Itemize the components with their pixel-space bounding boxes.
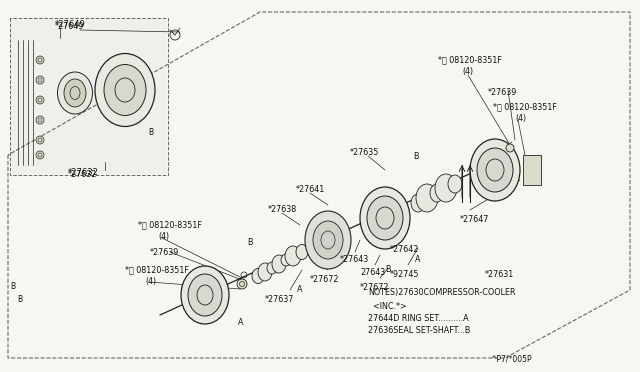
Text: *27649: *27649 <box>55 20 86 29</box>
Ellipse shape <box>258 263 272 281</box>
Text: *Ⓑ 08120-8351F: *Ⓑ 08120-8351F <box>493 102 557 111</box>
Text: (4): (4) <box>462 67 473 76</box>
Ellipse shape <box>435 174 457 202</box>
Text: *27638: *27638 <box>268 205 297 214</box>
Text: *27632: *27632 <box>68 168 99 177</box>
Ellipse shape <box>285 246 301 266</box>
Text: *27649: *27649 <box>55 22 84 31</box>
Ellipse shape <box>296 244 308 260</box>
Text: (4): (4) <box>158 232 169 241</box>
Circle shape <box>36 151 44 159</box>
Text: B: B <box>10 282 15 291</box>
Ellipse shape <box>188 274 222 316</box>
Ellipse shape <box>416 184 438 212</box>
Text: (4): (4) <box>515 114 526 123</box>
Ellipse shape <box>272 255 286 273</box>
Text: B: B <box>17 295 22 304</box>
Text: B: B <box>413 152 419 161</box>
Text: *27639: *27639 <box>488 88 517 97</box>
Text: *27641: *27641 <box>296 185 325 194</box>
Text: A: A <box>297 285 303 294</box>
Circle shape <box>36 56 44 64</box>
FancyBboxPatch shape <box>11 19 167 174</box>
Ellipse shape <box>104 64 146 115</box>
Text: B: B <box>385 265 390 274</box>
Circle shape <box>237 279 247 289</box>
Ellipse shape <box>448 175 462 193</box>
Ellipse shape <box>305 211 351 269</box>
Text: *27672: *27672 <box>310 275 339 284</box>
Ellipse shape <box>281 254 291 266</box>
Ellipse shape <box>360 187 410 249</box>
Circle shape <box>506 144 514 152</box>
Circle shape <box>36 136 44 144</box>
Text: *27632: *27632 <box>68 170 97 179</box>
Text: *Ⓑ 08120-8351F: *Ⓑ 08120-8351F <box>438 55 502 64</box>
Text: *27631: *27631 <box>485 270 515 279</box>
Circle shape <box>36 116 44 124</box>
Text: B: B <box>148 128 153 137</box>
Text: *Ⓑ 08120-8351F: *Ⓑ 08120-8351F <box>125 265 189 274</box>
Text: 27643: 27643 <box>360 268 385 277</box>
Text: *Ⓑ 08120-8351F: *Ⓑ 08120-8351F <box>138 220 202 229</box>
Text: A: A <box>415 255 420 264</box>
Text: NOTES)27630COMPRESSOR-COOLER: NOTES)27630COMPRESSOR-COOLER <box>368 288 515 297</box>
Ellipse shape <box>58 72 93 114</box>
Text: *27642: *27642 <box>390 245 419 254</box>
Text: *27637: *27637 <box>265 295 294 304</box>
Text: B: B <box>247 238 253 247</box>
Text: *27647: *27647 <box>460 215 490 224</box>
Circle shape <box>36 96 44 104</box>
Text: *27672: *27672 <box>360 283 390 292</box>
Text: 27636SEAL SET-SHAFT...B: 27636SEAL SET-SHAFT...B <box>368 326 470 335</box>
Ellipse shape <box>252 269 264 283</box>
Ellipse shape <box>411 194 425 212</box>
Text: *92745: *92745 <box>390 270 419 279</box>
Ellipse shape <box>470 139 520 201</box>
Text: 27644D RING SET..........A: 27644D RING SET..........A <box>368 314 468 323</box>
Ellipse shape <box>181 266 229 324</box>
Ellipse shape <box>267 262 277 274</box>
Text: *27639: *27639 <box>150 248 179 257</box>
Text: (4): (4) <box>145 277 156 286</box>
Ellipse shape <box>95 54 155 126</box>
Text: *27643: *27643 <box>340 255 369 264</box>
Text: A: A <box>238 318 243 327</box>
Circle shape <box>36 76 44 84</box>
Ellipse shape <box>477 148 513 192</box>
Ellipse shape <box>313 221 343 259</box>
Ellipse shape <box>64 79 86 107</box>
Text: ^P7/*005P: ^P7/*005P <box>490 355 532 364</box>
Ellipse shape <box>367 196 403 240</box>
Ellipse shape <box>430 184 444 202</box>
Text: <INC.*>: <INC.*> <box>368 302 407 311</box>
FancyBboxPatch shape <box>523 155 541 185</box>
Text: *27635: *27635 <box>350 148 380 157</box>
